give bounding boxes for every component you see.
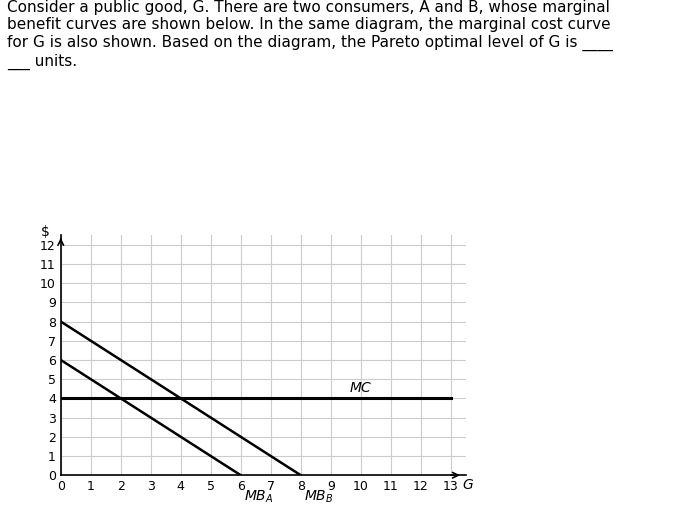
- Text: Consider a public good, G. There are two consumers, A and B, whose marginal
bene: Consider a public good, G. There are two…: [7, 0, 613, 69]
- Text: $MB_A$: $MB_A$: [244, 489, 273, 505]
- Text: $: $: [41, 225, 50, 239]
- Text: G: G: [463, 478, 473, 492]
- Text: $MB_B$: $MB_B$: [304, 489, 333, 505]
- Text: $MC$: $MC$: [349, 382, 373, 396]
